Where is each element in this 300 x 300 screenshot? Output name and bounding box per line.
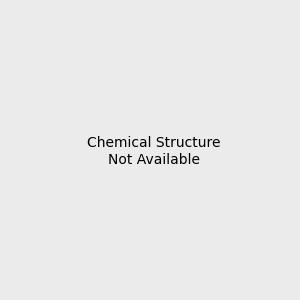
Text: Chemical Structure
Not Available: Chemical Structure Not Available (87, 136, 220, 166)
